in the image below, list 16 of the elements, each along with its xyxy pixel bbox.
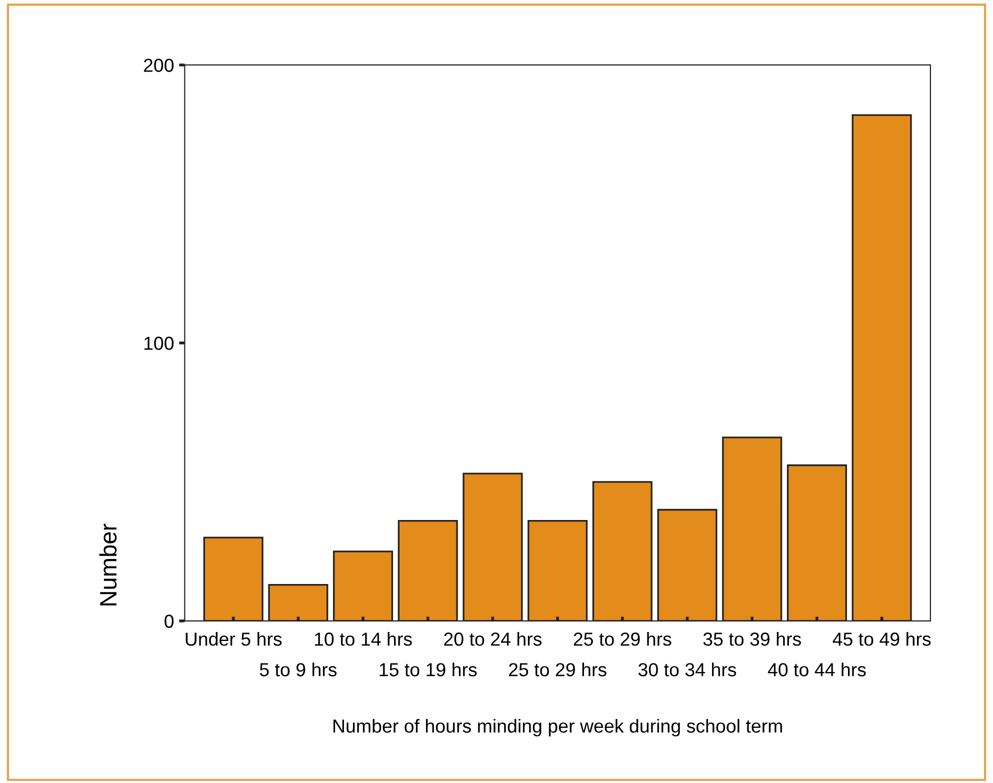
x-tick-label: 35 to 39 hrs [703,632,801,646]
x-tick-label: 30 to 34 hrs [638,662,736,676]
x-tick-label: Under 5 hrs [186,632,282,646]
x-tick-label: 20 to 24 hrs [444,632,542,646]
x-tick-label: 25 to 29 hrs [509,662,606,676]
x-tick-label: 25 to 29 hrs [574,632,672,646]
y-tick-label: 0 [164,614,174,628]
x-axis-title: Number of hours minding per week during school term [333,718,782,736]
y-tick-label: 200 [144,58,174,72]
x-tick-label: 10 to 14 hrs [314,632,412,646]
x-tick-label: 40 to 44 hrs [768,662,866,676]
x-tick-label: 45 to 49 hrs [832,632,931,646]
x-tick-label: 15 to 19 hrs [380,662,477,676]
y-axis-title: Number [99,524,117,606]
y-tick-label: 100 [144,336,174,350]
x-tick-label: 5 to 9 hrs [260,662,337,676]
